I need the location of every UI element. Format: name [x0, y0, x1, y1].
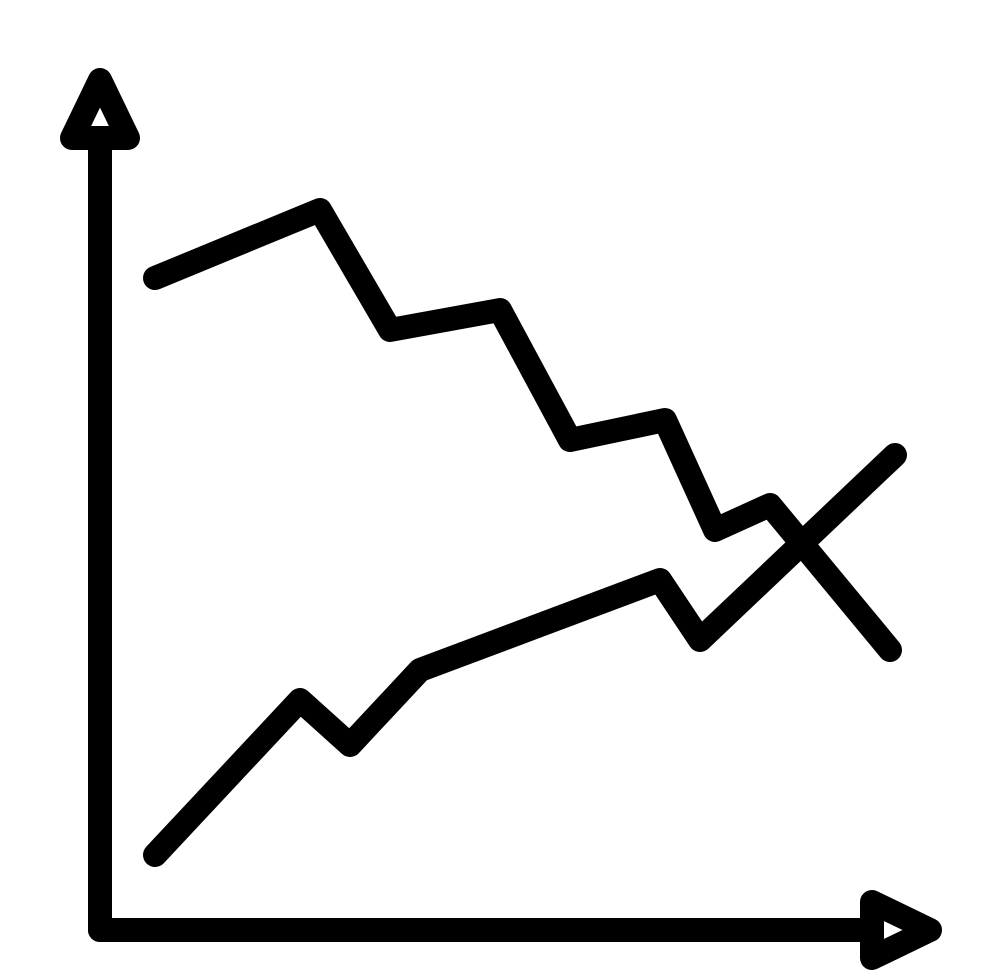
line-chart-icon	[0, 0, 988, 980]
axes	[72, 80, 930, 958]
x-axis-arrow-icon	[872, 902, 930, 958]
descending-series	[155, 210, 890, 650]
y-axis-arrow-icon	[72, 80, 128, 138]
